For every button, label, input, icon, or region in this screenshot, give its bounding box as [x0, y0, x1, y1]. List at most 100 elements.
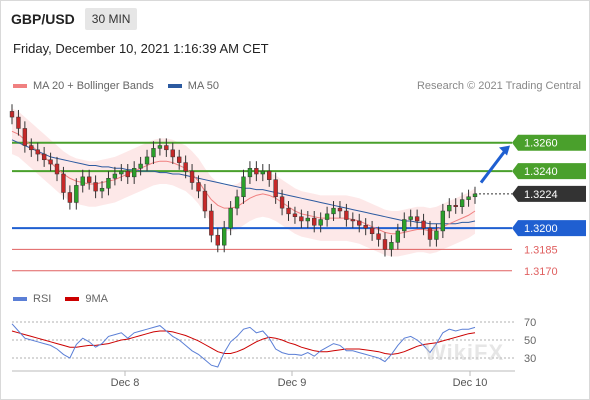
candle-body	[363, 224, 368, 229]
header: GBP/USD 30 MIN	[11, 7, 138, 31]
candle-body	[369, 227, 375, 235]
legend-ma20-swatch	[13, 84, 27, 88]
candle-body	[459, 199, 465, 207]
candle-body	[86, 176, 92, 183]
candle-body	[305, 217, 310, 222]
copyright: Research © 2021 Trading Central	[416, 80, 581, 92]
candle-body	[434, 230, 439, 240]
legend-ma20-label: MA 20 + Bollinger Bands	[33, 80, 154, 92]
candle-body	[447, 205, 452, 212]
candle-body	[67, 192, 73, 203]
candle-body	[453, 205, 458, 207]
candle-body	[376, 233, 381, 240]
candle-body	[196, 182, 201, 192]
candle-body	[151, 148, 156, 158]
currency-pair: GBP/USD	[11, 11, 75, 27]
candle-body	[421, 220, 426, 229]
candle-body	[312, 217, 317, 226]
candle-body	[177, 156, 182, 163]
candle-body	[22, 128, 28, 146]
candle-body	[382, 239, 388, 250]
candle-body	[93, 182, 98, 192]
level-tag-1.3260	[512, 134, 586, 151]
candle-body	[260, 170, 265, 175]
x-tick-label-Dec 9: Dec 9	[278, 377, 307, 389]
level-label-1.3185: 1.3185	[524, 244, 558, 256]
rsi-level-label-70: 70	[524, 317, 536, 329]
candle-body	[157, 145, 163, 149]
candle-body	[228, 207, 233, 229]
candle-body	[54, 163, 60, 175]
candle-body	[324, 213, 330, 220]
level-label-1.3170: 1.3170	[524, 266, 558, 278]
candle-body	[112, 173, 118, 179]
rsi-line	[11, 323, 476, 368]
level-label-1.3200: 1.3200	[524, 223, 558, 235]
candle-body	[292, 213, 298, 217]
x-tick-label-Dec 10: Dec 10	[453, 377, 488, 389]
level-tag-1.3200	[512, 220, 586, 237]
legend-rsi-swatch	[13, 297, 27, 301]
candle-body	[344, 210, 349, 220]
candle-body	[247, 168, 253, 178]
candle-body	[414, 216, 420, 222]
candle-body	[80, 176, 85, 186]
candle-body	[202, 190, 208, 212]
forecast-arrow-head	[499, 145, 510, 156]
level-label-1.3260: 1.3260	[524, 138, 558, 150]
candle-body	[119, 170, 124, 175]
forecast-arrow-shaft	[479, 148, 508, 184]
candle-body	[61, 173, 66, 193]
legend-rsi: RSI	[13, 293, 51, 305]
candle-body	[279, 196, 285, 209]
legend-ma20: MA 20 + Bollinger Bands	[13, 80, 154, 92]
candle-body	[183, 162, 188, 172]
candle-body	[357, 220, 362, 226]
current-price-label: 1.3224	[524, 189, 558, 201]
candle-body	[132, 168, 137, 178]
level-tag-1.3240	[512, 163, 586, 180]
legend-ma50: MA 50	[167, 80, 219, 92]
watermark: WikiFX	[425, 340, 505, 365]
rsi-level-label-50: 50	[524, 335, 536, 347]
timeframe-badge[interactable]: 30 MIN	[84, 8, 138, 30]
legend-ma9-swatch	[65, 297, 80, 301]
timestamp: Friday, December 10, 2021 1:16:39 AM CET	[13, 41, 269, 56]
candle-body	[389, 242, 394, 250]
x-tick-label-Dec 8: Dec 8	[111, 377, 140, 389]
candle-body	[48, 159, 53, 165]
candle-body	[241, 176, 246, 198]
legend-ma9-label: 9MA	[85, 293, 108, 305]
level-label-1.3240: 1.3240	[524, 166, 558, 178]
rsi-legend: RSI 9MA	[13, 293, 122, 305]
candle-body	[350, 219, 355, 222]
candle-body	[41, 153, 47, 161]
candle-body	[164, 145, 169, 151]
rsi-ma9-line	[11, 330, 476, 355]
candle-body	[99, 187, 105, 192]
candle-body	[29, 145, 34, 151]
candle-body	[318, 219, 323, 226]
candle-body	[472, 193, 478, 198]
candle-body	[222, 227, 227, 246]
candle-body	[286, 207, 291, 215]
candle-body	[273, 179, 278, 198]
candle-body	[267, 170, 272, 180]
legend-ma50-label: MA 50	[187, 80, 219, 92]
candle-body	[408, 216, 413, 220]
legend-rsi-label: RSI	[33, 293, 52, 305]
candle-body	[106, 178, 111, 189]
candle-body	[331, 207, 336, 215]
candle-body	[215, 234, 220, 246]
price-legend: MA 20 + Bollinger Bands MA 50	[13, 80, 233, 92]
candle-body	[337, 207, 343, 212]
rsi-level-label-30: 30	[524, 353, 536, 365]
candle-body	[395, 230, 401, 243]
current-price-tag	[512, 185, 586, 202]
candle-body	[209, 210, 214, 236]
legend-ma50-swatch	[167, 84, 182, 88]
candle-body	[466, 196, 471, 200]
candle-body	[402, 219, 407, 232]
candle-body	[427, 227, 433, 240]
